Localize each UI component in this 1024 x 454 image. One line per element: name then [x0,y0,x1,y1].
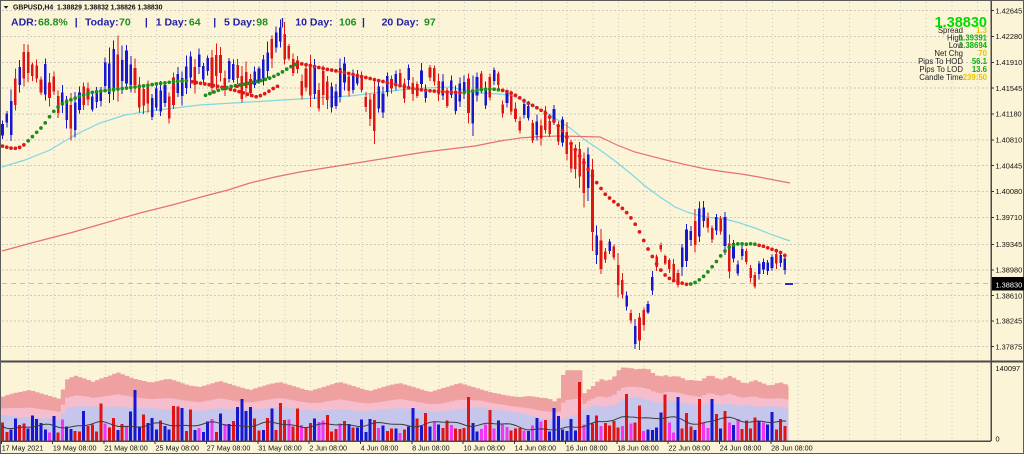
svg-text:31 May 08:00: 31 May 08:00 [258,444,302,453]
svg-text:1.42280: 1.42280 [996,32,1023,41]
svg-text:Net Chg: Net Chg [934,49,963,58]
svg-text:0: 0 [996,434,1000,443]
svg-text:140097: 140097 [996,364,1021,373]
svg-text:10 Jun 08:00: 10 Jun 08:00 [463,444,505,453]
svg-text:1.3: 1.3 [976,26,988,35]
svg-text:27 May 08:00: 27 May 08:00 [207,444,251,453]
svg-text:68.8%: 68.8% [38,17,68,29]
svg-text:1.40810: 1.40810 [996,136,1023,145]
svg-text:17 May 2021: 17 May 2021 [2,444,44,453]
svg-text:Today:: Today: [85,17,119,29]
svg-text:Low: Low [949,41,964,50]
svg-text:70: 70 [978,49,987,58]
svg-text:|: | [213,17,216,29]
svg-text:106: 106 [339,17,357,29]
svg-text:1.41910: 1.41910 [996,58,1023,67]
svg-text:1.39391: 1.39391 [959,34,988,43]
svg-text:22 Jun 08:00: 22 Jun 08:00 [669,444,711,453]
svg-text:ADR:: ADR: [11,17,37,29]
svg-text:Spread: Spread [938,26,963,35]
svg-text:56.1: 56.1 [972,57,988,66]
svg-text:Pips To HOD: Pips To HOD [918,57,963,66]
svg-text:|: | [362,17,365,29]
svg-text:1.38830: 1.38830 [996,280,1023,289]
svg-text:1.38694: 1.38694 [959,41,988,50]
svg-text:28 Jun 08:00: 28 Jun 08:00 [771,444,813,453]
svg-text:20 Day:: 20 Day: [382,17,419,29]
svg-text:1.38830: 1.38830 [935,15,987,31]
svg-text:19 May 08:00: 19 May 08:00 [53,444,97,453]
svg-text:10 Day:: 10 Day: [295,17,332,29]
svg-text:97: 97 [424,17,436,29]
svg-text:Candle Time: Candle Time [919,73,963,82]
svg-text:1.42645: 1.42645 [996,6,1023,15]
svg-text:24 Jun 08:00: 24 Jun 08:00 [720,444,762,453]
svg-text:70: 70 [119,17,131,29]
svg-text:13.6: 13.6 [972,65,988,74]
svg-text:1 Day:: 1 Day: [156,17,188,29]
svg-text:8 Jun 08:00: 8 Jun 08:00 [412,444,450,453]
svg-text:5 Day:: 5 Day: [224,17,256,29]
svg-text:16 Jun 08:00: 16 Jun 08:00 [566,444,608,453]
svg-text:1.41180: 1.41180 [996,110,1022,119]
svg-text:1.38980: 1.38980 [996,266,1023,275]
svg-text:64: 64 [189,17,201,29]
svg-text:98: 98 [256,17,268,29]
svg-text:|: | [75,17,78,29]
svg-text:14 Jun 08:00: 14 Jun 08:00 [515,444,557,453]
svg-text:|: | [145,17,148,29]
svg-text:Pips To LOD: Pips To LOD [919,65,963,74]
svg-text:1.40445: 1.40445 [996,161,1023,170]
svg-text:|: | [281,17,284,29]
svg-text:1.38245: 1.38245 [996,317,1023,326]
svg-text:High: High [947,34,963,43]
svg-text:GBPUSD,H4 1.38829 1.38832 1.3: GBPUSD,H4 1.38829 1.38832 1.38826 1.3883… [13,5,163,12]
svg-text:1.38610: 1.38610 [996,291,1023,300]
svg-text:1.39345: 1.39345 [996,240,1023,249]
svg-text:25 May 08:00: 25 May 08:00 [156,444,200,453]
svg-text:1.39710: 1.39710 [996,213,1023,222]
svg-text:1.40080: 1.40080 [996,187,1023,196]
svg-text:4 Jun 08:00: 4 Jun 08:00 [361,444,399,453]
svg-text:18 Jun 08:00: 18 Jun 08:00 [617,444,659,453]
svg-text:21 May 08:00: 21 May 08:00 [104,444,148,453]
svg-text:1.37875: 1.37875 [996,342,1023,351]
svg-text:2 Jun 08:00: 2 Jun 08:00 [309,444,347,453]
svg-text:239:50: 239:50 [963,73,988,82]
svg-text:1.41545: 1.41545 [996,84,1023,93]
